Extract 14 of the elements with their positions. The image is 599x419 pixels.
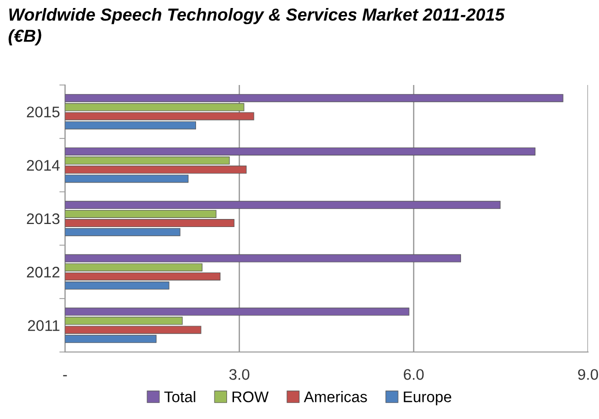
x-tick-label: - xyxy=(63,375,67,376)
x-tick-label: 9.0 xyxy=(578,369,598,380)
y-tick-label: 2013 xyxy=(26,213,60,224)
x-tick-label: 3.0 xyxy=(229,369,250,380)
legend-label: Americas xyxy=(304,391,367,402)
y-tick-label: 2014 xyxy=(26,160,60,171)
y-tick-label: 2012 xyxy=(26,266,60,278)
y-tick-label: 2015 xyxy=(26,106,60,118)
chart-title: Worldwide Speech Technology & Services Market 2011-2015 (€B) xyxy=(8,8,505,46)
legend-label: Europe xyxy=(404,392,452,406)
y-tick-label: 2011 xyxy=(28,320,60,331)
x-tick-label: 6.0 xyxy=(404,369,424,380)
legend-label: ROW xyxy=(232,391,269,402)
legend-label: Total xyxy=(164,391,196,402)
